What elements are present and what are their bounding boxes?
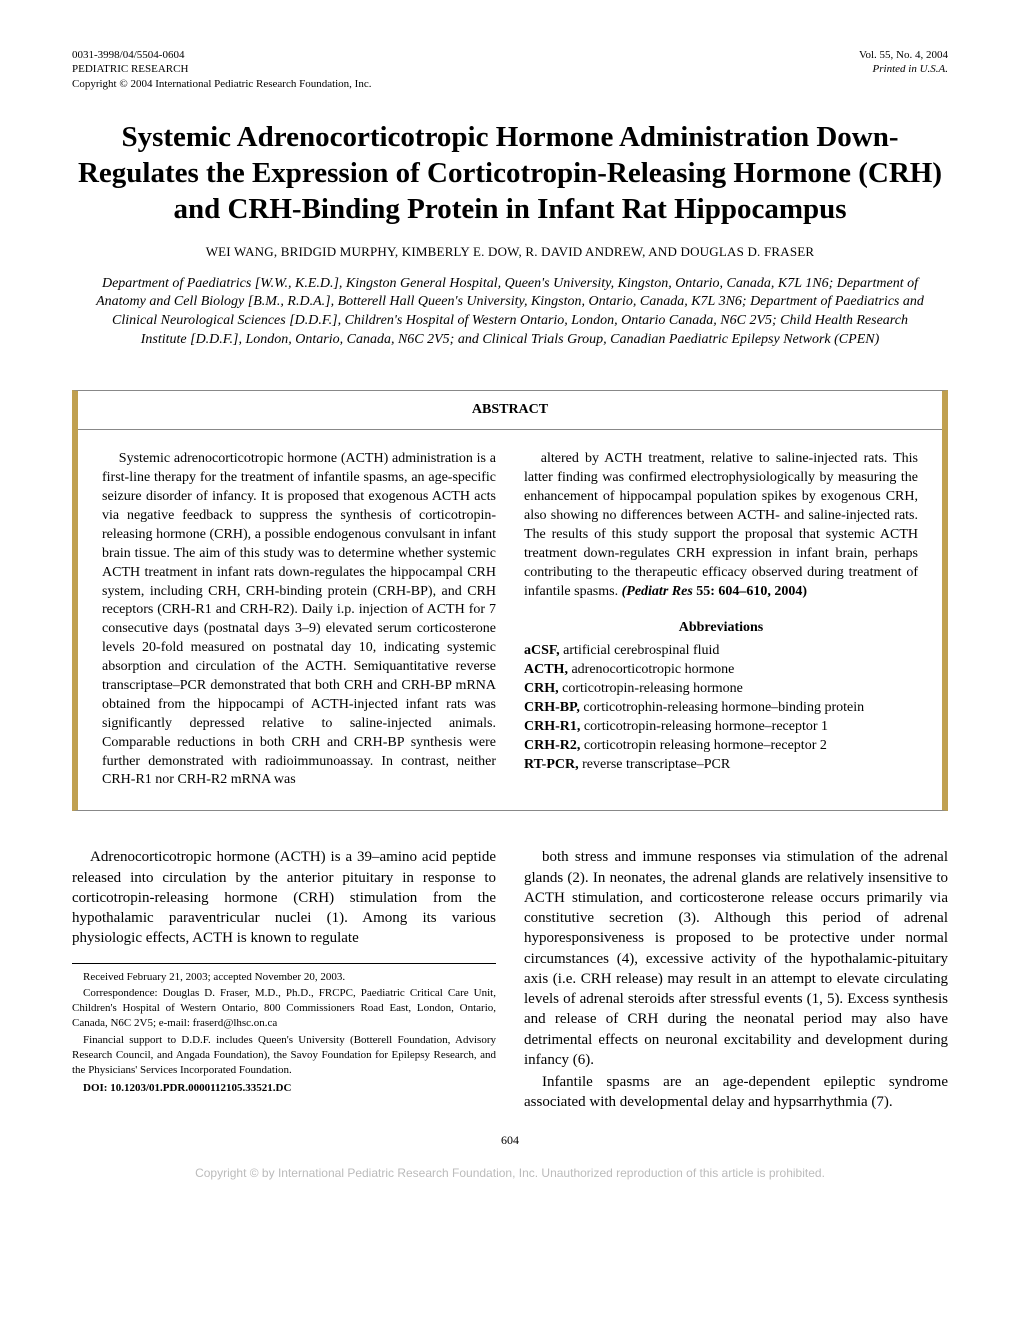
abbreviations-header: Abbreviations [524,619,918,638]
abbrev-term: aCSF, [524,643,560,658]
abbrev-line: aCSF, artificial cerebrospinal fluid [524,642,918,661]
body-para-left: Adrenocorticotropic hormone (ACTH) is a … [72,847,496,948]
abstract-col-right: altered by ACTH treatment, relative to s… [524,450,918,790]
abstract-text-right: altered by ACTH treatment, relative to s… [524,450,918,601]
abbrev-def: corticotrophin-releasing hormone–binding… [580,700,864,715]
copyright-line: Copyright © 2004 International Pediatric… [72,77,371,91]
abbrev-term: CRH-BP, [524,700,580,715]
abbrev-line: ACTH, adrenocorticotropic hormone [524,661,918,680]
abbrev-term: CRH-R1, [524,719,580,734]
footnotes: Received February 21, 2003; accepted Nov… [72,963,496,1097]
abbrev-def: adrenocorticotropic hormone [568,662,734,677]
abbrev-line: CRH, corticotropin-releasing hormone [524,680,918,699]
abbrev-def: corticotropin-releasing hormone [559,681,743,696]
body-col-right: both stress and immune responses via sti… [524,847,948,1114]
abbrev-def: corticotropin-releasing hormone–receptor… [580,719,828,734]
abbrev-line: CRH-R1, corticotropin-releasing hormone–… [524,718,918,737]
masthead: 0031-3998/04/5504-0604 PEDIATRIC RESEARC… [72,48,948,91]
abstract-body: Systemic adrenocorticotropic hormone (AC… [78,430,942,810]
abbrev-def: artificial cerebrospinal fluid [560,643,720,658]
abstract-cite-journal: (Pediatr Res [622,584,693,599]
masthead-left: 0031-3998/04/5504-0604 PEDIATRIC RESEARC… [72,48,371,91]
footer-copyright: Copyright © by International Pediatric R… [72,1166,948,1182]
body-para-right-1: both stress and immune responses via sti… [524,847,948,1070]
abstract-header: ABSTRACT [78,391,942,430]
affiliations: Department of Paediatrics [W.W., K.E.D.]… [92,275,928,351]
volume-issue: Vol. 55, No. 4, 2004 [859,48,948,62]
abbrev-line: CRH-R2, corticotropin releasing hormone–… [524,737,918,756]
abstract-right-text: altered by ACTH treatment, relative to s… [524,451,918,598]
authors: WEI WANG, BRIDGID MURPHY, KIMBERLY E. DO… [72,244,948,261]
abstract-text-left: Systemic adrenocorticotropic hormone (AC… [102,450,496,790]
printed-in: Printed in U.S.A. [859,62,948,76]
abbrev-term: ACTH, [524,662,568,677]
abstract-cite-rest: 55: 604–610, 2004) [693,584,807,599]
footnote-received: Received February 21, 2003; accepted Nov… [72,970,496,985]
abbrev-def: corticotropin releasing hormone–receptor… [580,738,826,753]
abstract-box: ABSTRACT Systemic adrenocorticotropic ho… [72,390,948,811]
footnote-doi: DOI: 10.1203/01.PDR.0000112105.33521.DC [72,1081,496,1096]
body-columns: Adrenocorticotropic hormone (ACTH) is a … [72,847,948,1114]
abstract-col-left: Systemic adrenocorticotropic hormone (AC… [102,450,496,790]
abbrev-term: CRH, [524,681,559,696]
footnote-financial: Financial support to D.D.F. includes Que… [72,1033,496,1078]
abbrev-def: reverse transcriptase–PCR [579,757,731,772]
body-col-left: Adrenocorticotropic hormone (ACTH) is a … [72,847,496,1114]
journal-name: PEDIATRIC RESEARCH [72,62,371,76]
abbrev-line: CRH-BP, corticotrophin-releasing hormone… [524,699,918,718]
abbrev-term: CRH-R2, [524,738,580,753]
footnote-correspondence: Correspondence: Douglas D. Fraser, M.D.,… [72,986,496,1031]
article-title: Systemic Adrenocorticotropic Hormone Adm… [72,119,948,228]
abbrev-line: RT-PCR, reverse transcriptase–PCR [524,756,918,775]
body-para-right-2: Infantile spasms are an age-dependent ep… [524,1072,948,1113]
page-number: 604 [72,1133,948,1149]
masthead-right: Vol. 55, No. 4, 2004 Printed in U.S.A. [859,48,948,91]
abbrev-term: RT-PCR, [524,757,579,772]
journal-code: 0031-3998/04/5504-0604 [72,48,371,62]
